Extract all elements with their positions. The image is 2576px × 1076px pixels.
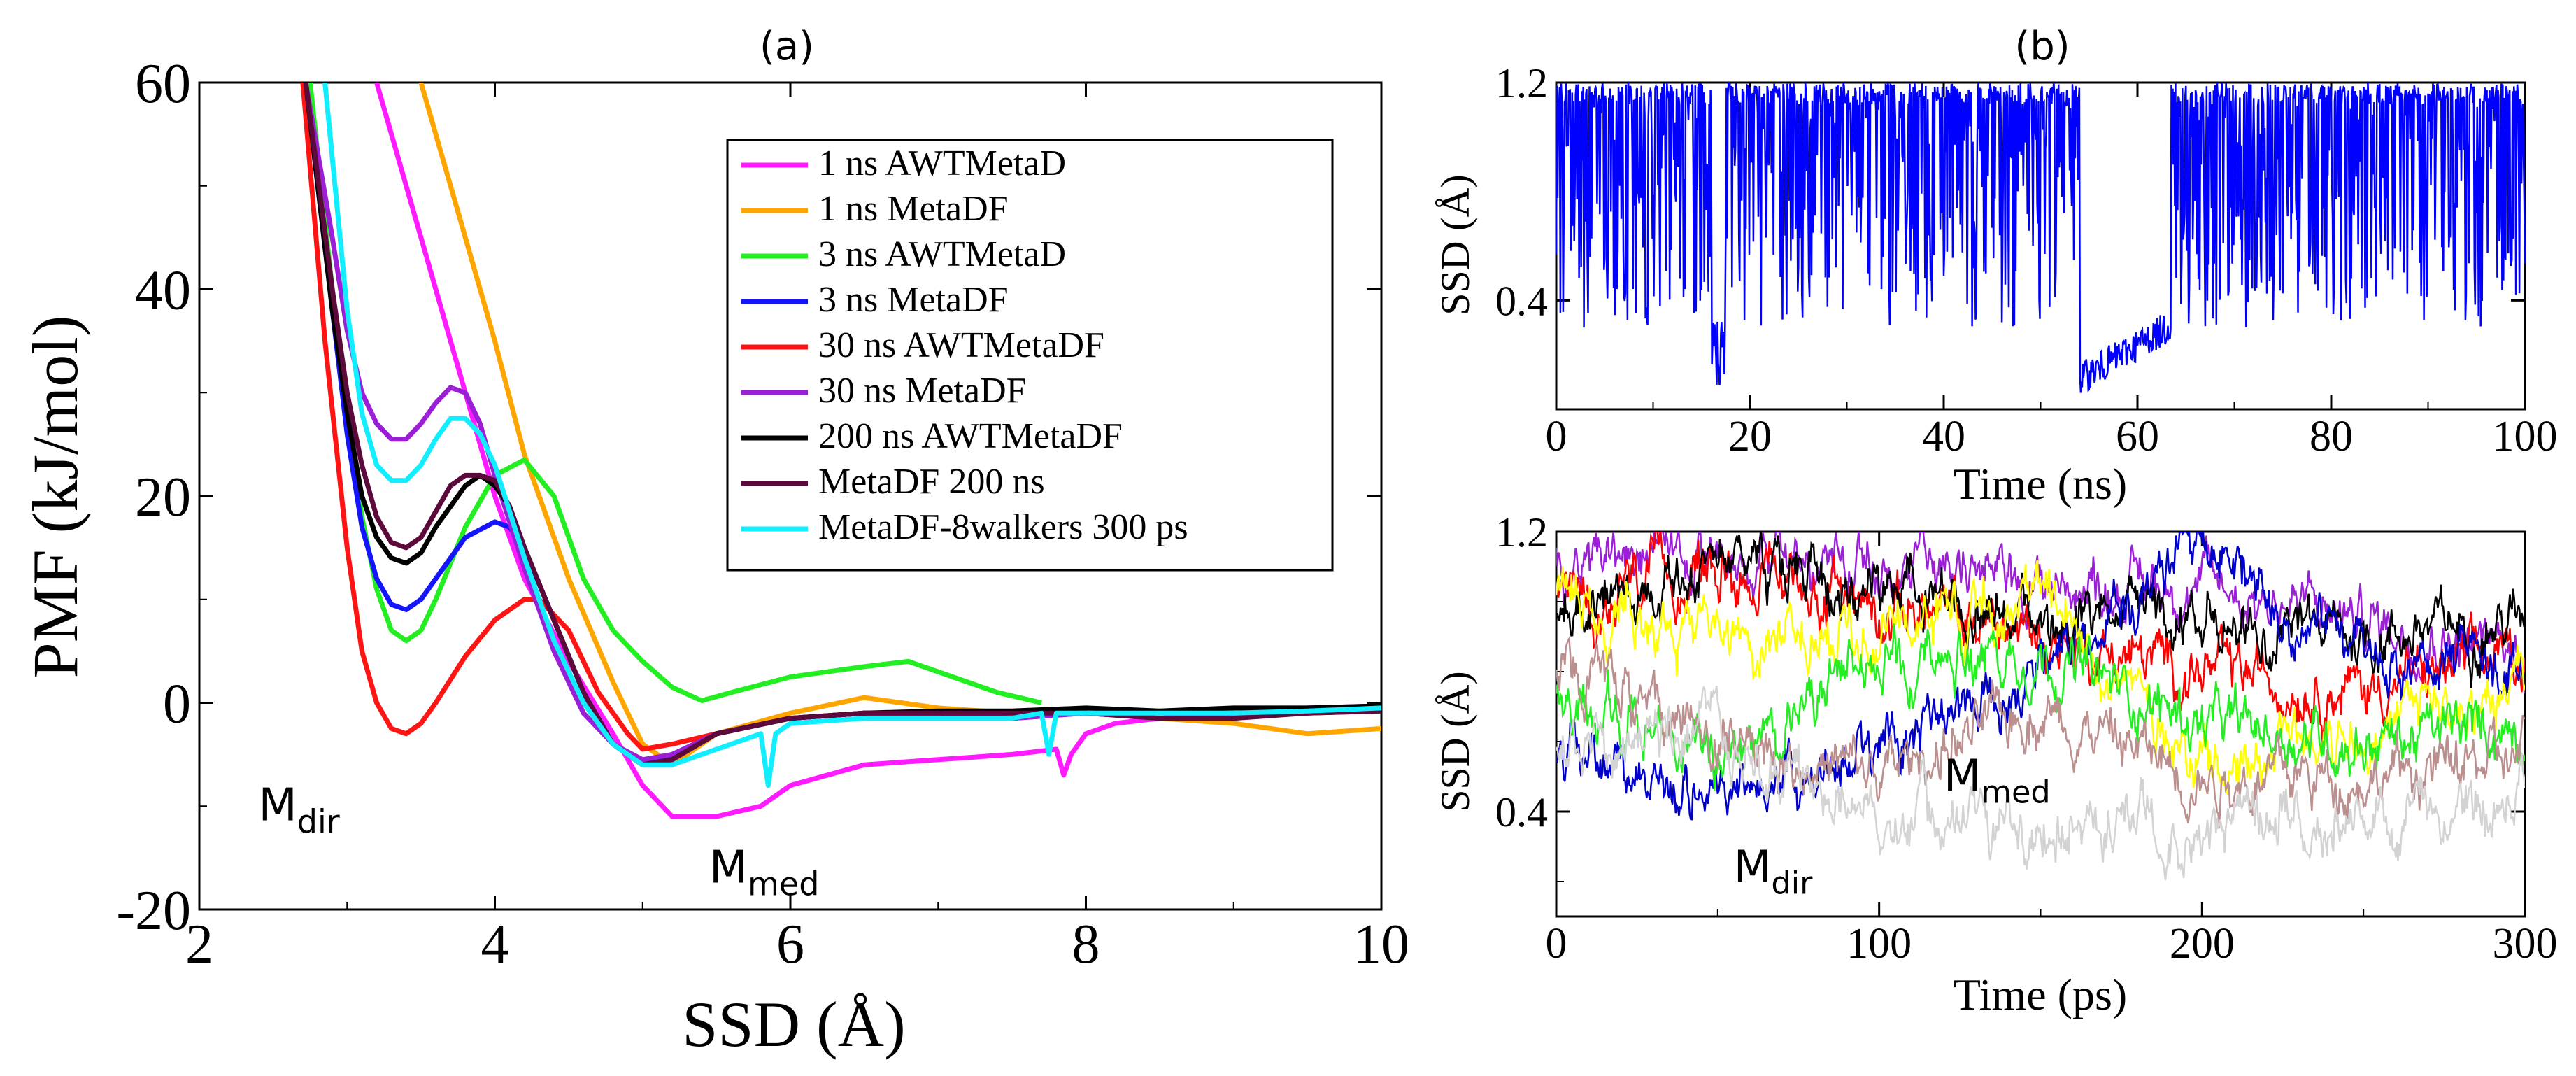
panel-b-top-xlabel: Time (ns) (1954, 459, 2127, 509)
annotation-dir: Mdir (1734, 841, 1813, 901)
panel-b-top-ylabel: SSD (Å) (1432, 174, 1478, 315)
panel-b-top-xtick-label: 40 (1922, 413, 1965, 460)
panel-b-top-ytick-label: 0.4 (1495, 278, 1548, 324)
panel-b-top-ytick-label: 1.2 (1495, 60, 1548, 106)
panel-b-bottom-ytick-label: 0.4 (1495, 789, 1548, 835)
panel-a-xtick-label: 8 (1072, 914, 1100, 975)
legend-entry-8: MetaDF-8walkers 300 ps (818, 507, 1188, 547)
panel-b-bottom-trace-4 (1556, 560, 2525, 796)
panel-b-top-plot: 0 20 40 60 80 100 0.4 1.2 (1495, 60, 2558, 460)
panel-b-top-xtick-label: 80 (2310, 413, 2353, 460)
panel-b-bottom-trace-2 (1556, 532, 2525, 688)
panel-a-xtick-label: 6 (776, 914, 804, 975)
annotation-med: Mmed (709, 842, 820, 902)
panel-a-xtick-label: 2 (185, 914, 213, 975)
panel-a-label: (a) (760, 24, 814, 69)
legend-box (726, 139, 1334, 572)
annotation-med: Mmed (1944, 750, 2051, 810)
panel-a-ytick-label: 0 (163, 674, 191, 735)
panel-a-ytick-label: -20 (116, 880, 191, 942)
annotation-base: M (709, 842, 748, 893)
panel-b-bottom-trace-6 (1556, 635, 2525, 829)
panel-a-ytick-label: 60 (135, 53, 191, 115)
panel-b-bottom-xtick-label: 200 (2170, 920, 2235, 968)
panel-b-bottom-xtick-label: 0 (1546, 920, 1567, 968)
series-line-5 (303, 83, 1381, 763)
panel-b-top-xtick-label: 20 (1728, 413, 1772, 460)
panel-a-xtick-label: 10 (1353, 914, 1409, 975)
annotation-sub: med (1981, 774, 2051, 810)
series-line-7 (303, 83, 1381, 767)
panel-b-top-xtick-label: 60 (2116, 413, 2159, 460)
annotation-base: M (1734, 841, 1772, 892)
panel-a-plot: 2 4 6 8 10 -20 0 20 40 60 1 ns AWTMetaD 1 ns MetaDF… (116, 53, 1409, 975)
legend-entry-7: MetaDF 200 ns (818, 462, 1045, 502)
panel-a-xtick-label: 4 (481, 914, 509, 975)
annotation-sub: dir (297, 803, 340, 841)
panel-b-bottom-xlabel: Time (ps) (1954, 970, 2127, 1019)
legend-entry-6: 200 ns AWTMetaDF (818, 416, 1123, 456)
panel-b-top-xtick-label: 0 (1546, 413, 1567, 460)
panel-b-bottom-ylabel: SSD (Å) (1432, 671, 1478, 812)
panel-b-bottom-xtick-label: 100 (1846, 920, 1912, 968)
legend-entry-2: 3 ns AWTMetaD (818, 234, 1066, 274)
panel-b-bottom-trace-3 (1556, 532, 2525, 821)
legend-entry-1: 1 ns MetaDF (818, 189, 1009, 229)
panel-a-xlabel: SSD (Å) (682, 989, 905, 1060)
panel-a-ylabel: PMF (kJ/mol) (20, 316, 91, 679)
series-line-2 (307, 83, 1042, 705)
panel-a-ytick-label: 20 (135, 467, 191, 528)
legend-entry-0: 1 ns AWTMetaD (818, 143, 1066, 183)
series-line-8 (322, 83, 1381, 788)
annotation-base: M (259, 780, 297, 832)
panel-b-top-xtick-label: 100 (2493, 413, 2558, 460)
panel-b-bottom-ytick-label: 1.2 (1495, 509, 1548, 555)
annotation-base: M (1944, 750, 1981, 801)
annotation-sub: med (748, 865, 819, 902)
legend-entry-3: 3 ns MetaDF (818, 280, 1009, 320)
panel-b-top-trace (1555, 81, 2526, 393)
legend-entry-4: 30 ns AWTMetaDF (818, 325, 1104, 365)
legend-entry-5: 30 ns MetaDF (818, 371, 1027, 411)
series-line-0 (374, 83, 1381, 819)
annotation-dir: Mdir (259, 780, 340, 841)
panel-a-ytick-label: 40 (135, 260, 191, 322)
panel-b-bottom-xtick-label: 300 (2493, 920, 2558, 968)
panel-b-bottom-trace-7 (1556, 685, 2525, 881)
panel-b-label: (b) (2014, 24, 2070, 69)
annotation-sub: dir (1771, 865, 1813, 901)
